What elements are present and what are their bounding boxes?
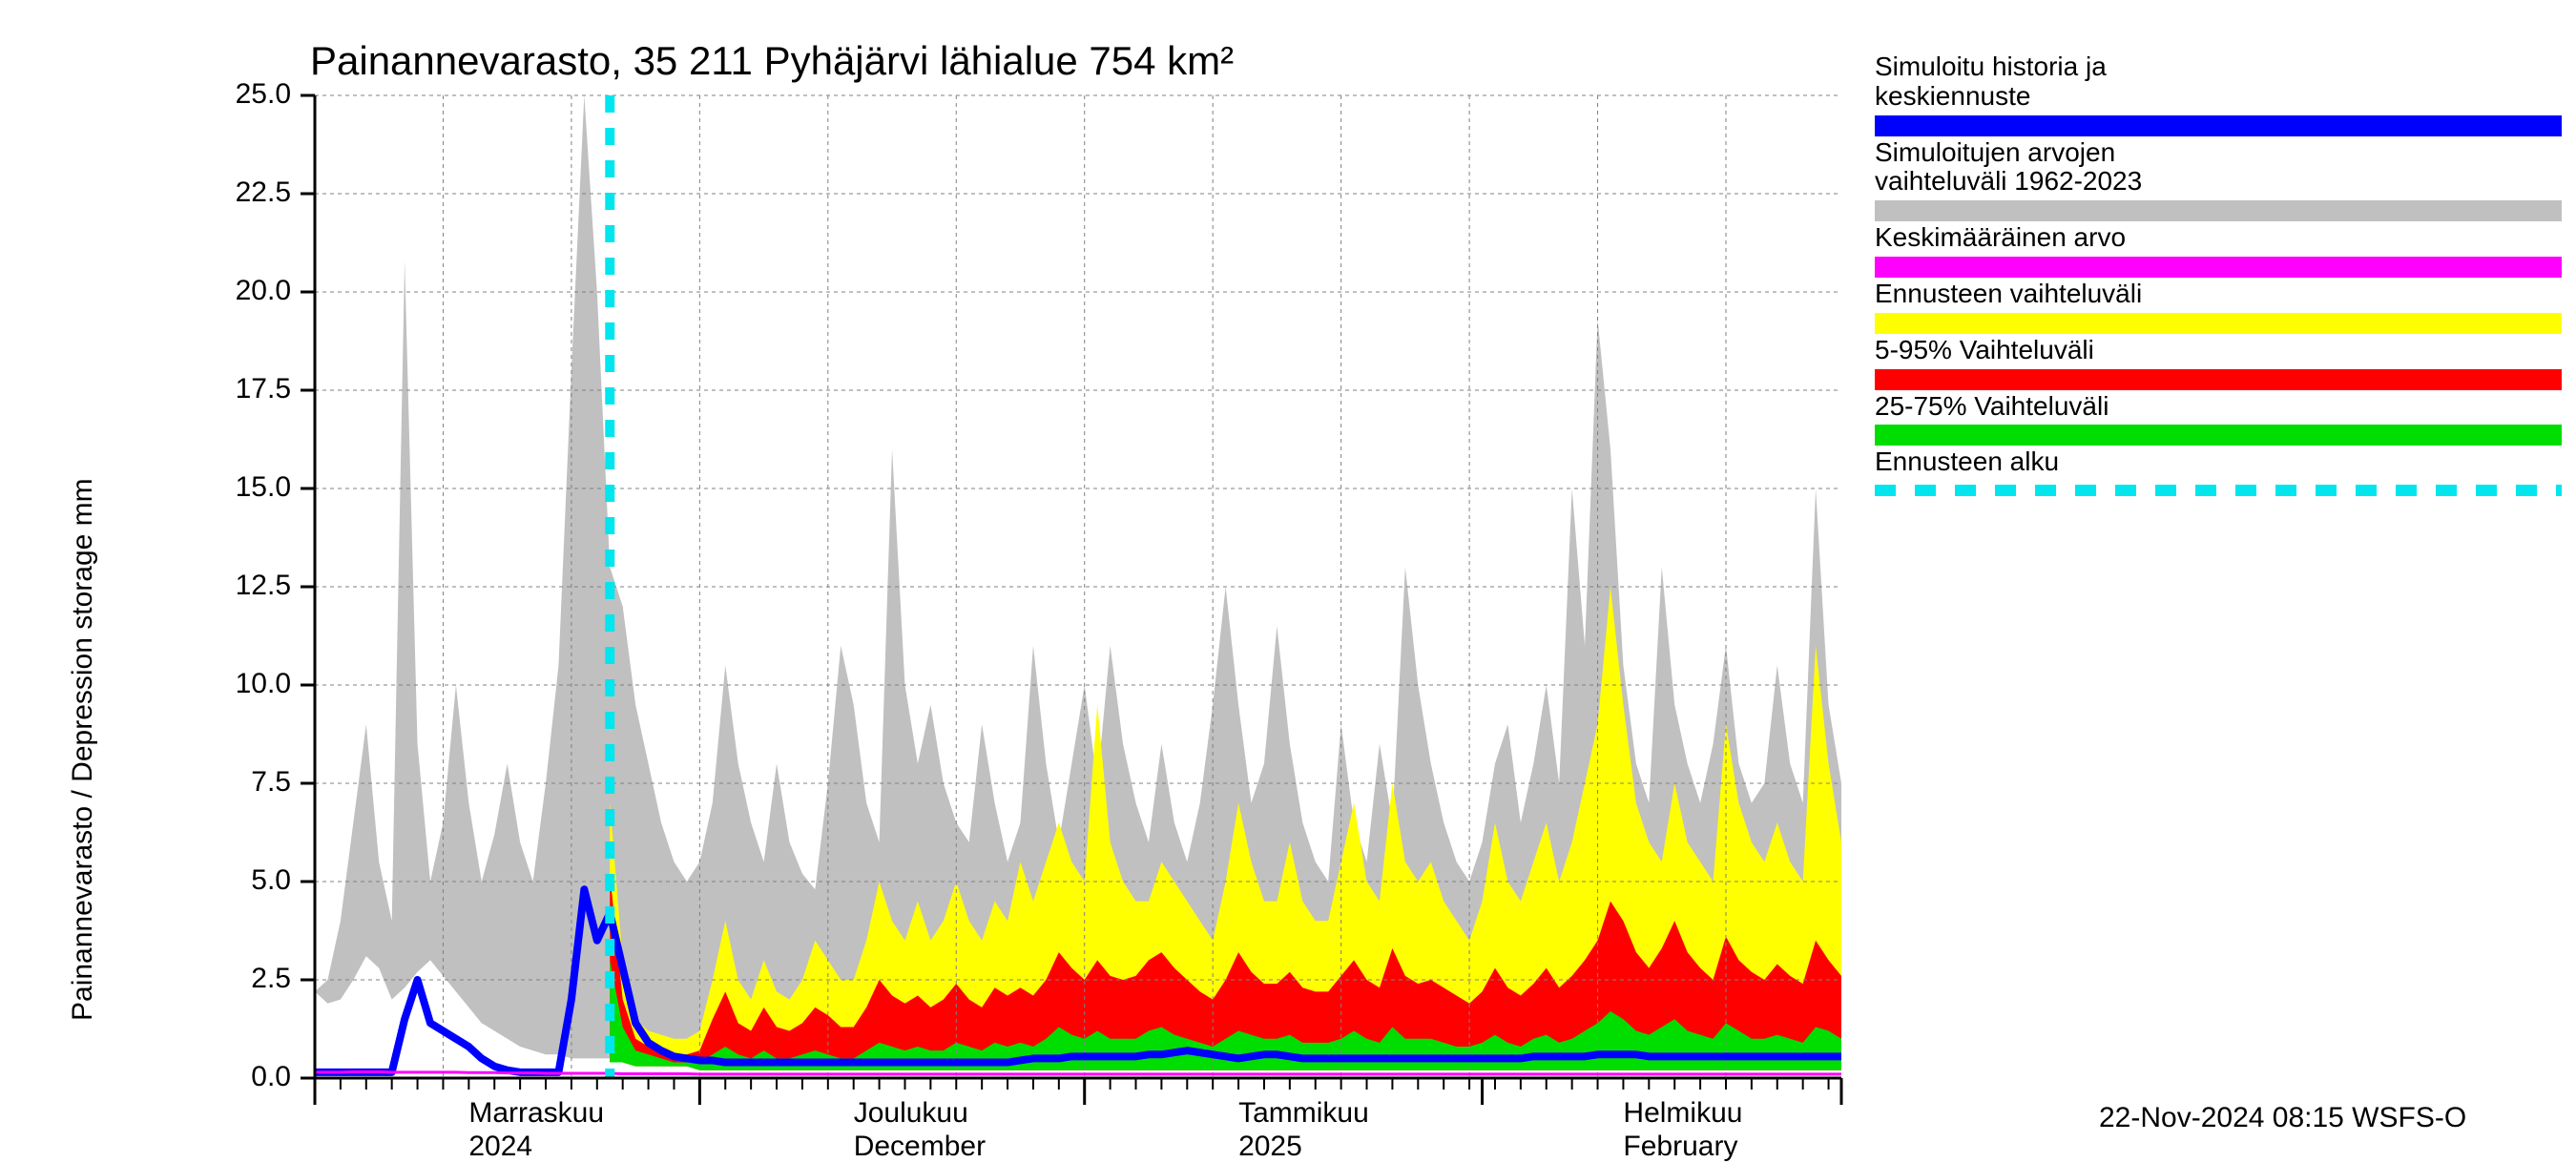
x-month-label: Helmikuu: [1623, 1097, 1742, 1130]
timestamp-label: 22-Nov-2024 08:15 WSFS-O: [2099, 1102, 2466, 1134]
x-month-label: Joulukuu: [854, 1097, 968, 1130]
y-tick-label: 17.5: [236, 373, 291, 405]
y-tick-label: 2.5: [251, 963, 291, 995]
legend-swatch: [1875, 313, 2562, 334]
legend-entry: Ennusteen vaihteluväli: [1875, 280, 2562, 334]
legend-label: Ennusteen vaihteluväli: [1875, 280, 2562, 309]
legend-entry: Keskimääräinen arvo: [1875, 223, 2562, 278]
legend-label: Simuloitu historia ja keskiennuste: [1875, 52, 2562, 112]
y-tick-label: 7.5: [251, 766, 291, 799]
y-tick-label: 12.5: [236, 570, 291, 602]
y-tick-label: 10.0: [236, 668, 291, 700]
x-month-sublabel: February: [1623, 1131, 1737, 1163]
x-month-label: Marraskuu: [468, 1097, 604, 1130]
legend-label: Simuloitujen arvojen vaihteluväli 1962-2…: [1875, 138, 2562, 197]
y-tick-label: 15.0: [236, 471, 291, 504]
legend-label: Keskimääräinen arvo: [1875, 223, 2562, 253]
x-month-sublabel: December: [854, 1131, 986, 1163]
legend-entry: Simuloitu historia ja keskiennuste: [1875, 52, 2562, 136]
legend-label: 25-75% Vaihteluväli: [1875, 392, 2562, 422]
legend-entry: 25-75% Vaihteluväli: [1875, 392, 2562, 447]
legend-swatch: [1875, 115, 2562, 136]
legend-entry: Ennusteen alku: [1875, 447, 2562, 496]
y-tick-label: 0.0: [251, 1061, 291, 1093]
legend-swatch: [1875, 485, 2562, 496]
legend-swatch: [1875, 369, 2562, 390]
x-month-label: Tammikuu: [1238, 1097, 1369, 1130]
chart-container: Painannevarasto / Depression storage mm …: [0, 0, 2576, 1145]
legend-swatch: [1875, 257, 2562, 278]
y-tick-label: 20.0: [236, 275, 291, 307]
y-tick-label: 25.0: [236, 78, 291, 111]
legend-entry: Simuloitujen arvojen vaihteluväli 1962-2…: [1875, 138, 2562, 222]
y-tick-label: 22.5: [236, 177, 291, 209]
legend-swatch: [1875, 425, 2562, 446]
legend-entry: 5-95% Vaihteluväli: [1875, 336, 2562, 390]
y-tick-label: 5.0: [251, 864, 291, 897]
legend-label: 5-95% Vaihteluväli: [1875, 336, 2562, 365]
x-month-sublabel: 2025: [1238, 1131, 1302, 1163]
legend-swatch: [1875, 200, 2562, 221]
legend: Simuloitu historia ja keskiennuste Simulo…: [1875, 52, 2562, 504]
x-month-sublabel: 2024: [468, 1131, 532, 1163]
legend-label: Ennusteen alku: [1875, 447, 2562, 477]
